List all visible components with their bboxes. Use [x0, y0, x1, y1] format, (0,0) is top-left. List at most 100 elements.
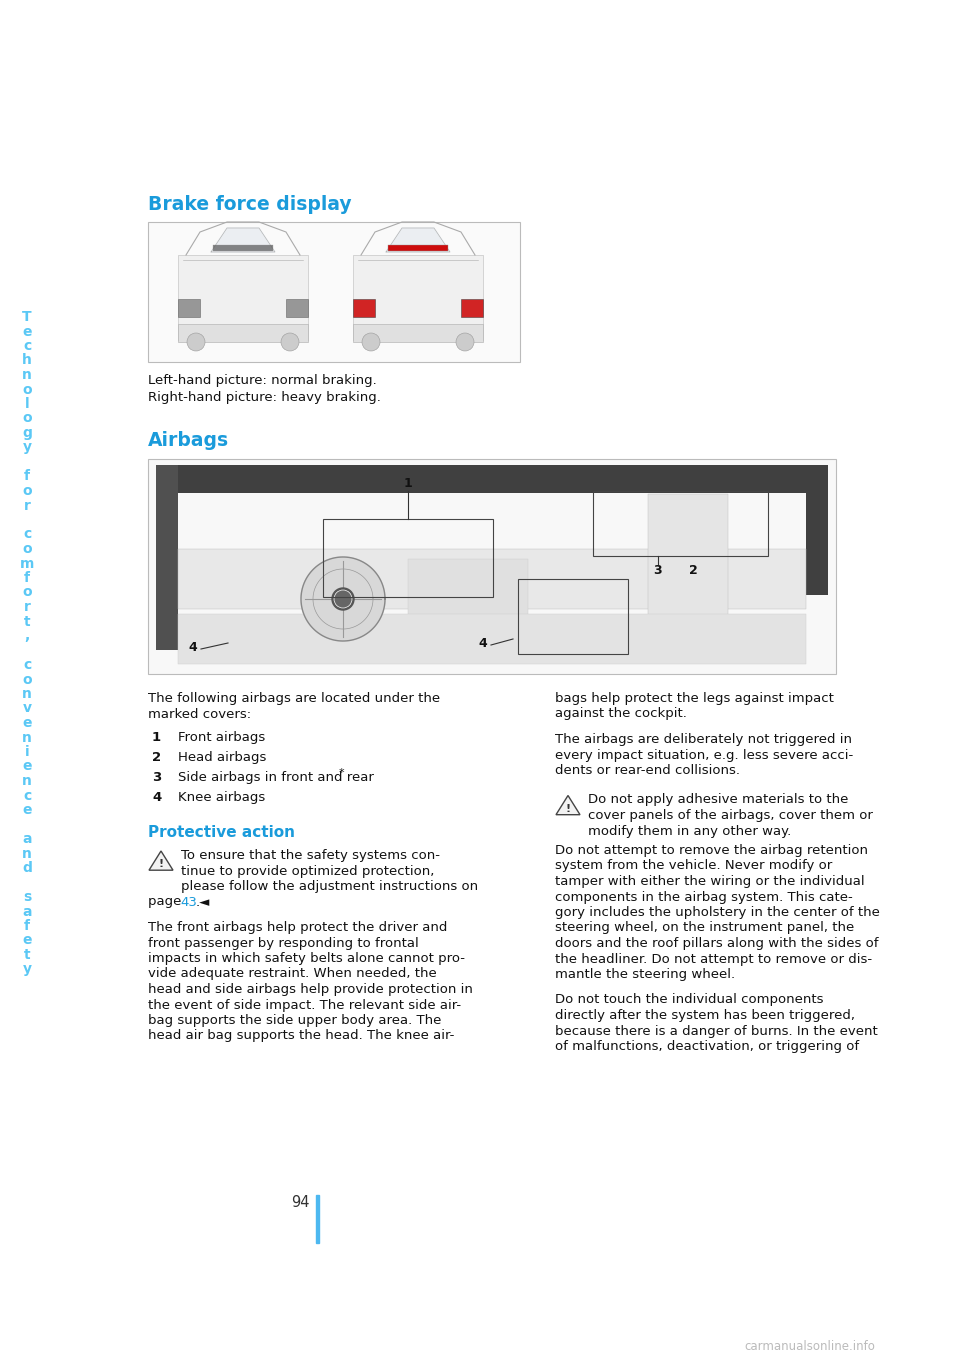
Bar — [213, 244, 273, 251]
Text: g: g — [22, 426, 32, 440]
Circle shape — [362, 333, 380, 350]
Text: Do not apply adhesive materials to the: Do not apply adhesive materials to the — [588, 793, 849, 807]
Text: The following airbags are located under the: The following airbags are located under … — [148, 693, 440, 705]
Text: a: a — [22, 904, 32, 918]
Text: system from the vehicle. Never modify or: system from the vehicle. Never modify or — [555, 860, 832, 872]
Text: Right-hand picture: heavy braking.: Right-hand picture: heavy braking. — [148, 391, 381, 403]
Circle shape — [281, 333, 299, 350]
Text: modify them in any other way.: modify them in any other way. — [588, 824, 791, 838]
Text: Do not touch the individual components: Do not touch the individual components — [555, 994, 824, 1006]
Text: head and side airbags help provide protection in: head and side airbags help provide prote… — [148, 983, 473, 995]
Text: n: n — [22, 846, 32, 861]
Text: Front airbags: Front airbags — [178, 731, 265, 744]
Bar — [353, 325, 483, 342]
Text: steering wheel, on the instrument panel, the: steering wheel, on the instrument panel,… — [555, 922, 854, 934]
Text: doors and the roof pillars along with the sides of: doors and the roof pillars along with th… — [555, 937, 878, 951]
Text: carmanualsonline.info: carmanualsonline.info — [745, 1340, 876, 1353]
Bar — [316, 1195, 319, 1243]
Text: r: r — [24, 498, 31, 512]
Text: The front airbags help protect the driver and: The front airbags help protect the drive… — [148, 921, 447, 934]
Text: 1: 1 — [403, 477, 413, 490]
Bar — [593, 492, 768, 555]
Text: m: m — [20, 557, 35, 570]
Bar — [323, 519, 493, 598]
Text: o: o — [22, 383, 32, 397]
Text: 94: 94 — [291, 1195, 309, 1210]
Text: To ensure that the safety systems con-: To ensure that the safety systems con- — [181, 849, 440, 862]
Text: c: c — [23, 527, 31, 542]
Text: c: c — [23, 659, 31, 672]
Text: c: c — [23, 340, 31, 353]
Polygon shape — [386, 228, 450, 253]
Bar — [148, 221, 520, 363]
Text: !: ! — [158, 860, 163, 869]
Text: against the cockpit.: against the cockpit. — [555, 708, 686, 721]
Circle shape — [456, 333, 474, 350]
Text: e: e — [22, 933, 32, 948]
Text: o: o — [22, 483, 32, 498]
Text: e: e — [22, 325, 32, 338]
Text: r: r — [24, 600, 31, 614]
Text: 2: 2 — [152, 751, 161, 765]
Text: 3: 3 — [152, 771, 161, 784]
Text: Brake force display: Brake force display — [148, 196, 351, 215]
Text: o: o — [22, 585, 32, 599]
Circle shape — [187, 333, 205, 350]
Text: directly after the system has been triggered,: directly after the system has been trigg… — [555, 1009, 855, 1023]
Text: mantle the steering wheel.: mantle the steering wheel. — [555, 968, 735, 980]
Bar — [518, 579, 628, 655]
Text: 3: 3 — [654, 564, 662, 577]
Text: f: f — [24, 570, 30, 585]
Text: front passenger by responding to frontal: front passenger by responding to frontal — [148, 937, 419, 949]
Text: c: c — [23, 789, 31, 803]
Text: Side airbags in front and rear: Side airbags in front and rear — [178, 771, 373, 784]
Polygon shape — [556, 796, 580, 815]
Polygon shape — [301, 557, 385, 641]
Text: please follow the adjustment instructions on: please follow the adjustment instruction… — [181, 880, 478, 894]
Circle shape — [334, 589, 352, 608]
Text: *: * — [339, 769, 344, 778]
Text: h: h — [22, 353, 32, 368]
Bar — [408, 559, 528, 659]
Text: e: e — [22, 716, 32, 731]
Text: bag supports the side upper body area. The: bag supports the side upper body area. T… — [148, 1014, 442, 1027]
Text: l: l — [25, 397, 30, 411]
Text: .◄: .◄ — [196, 895, 210, 909]
Text: o: o — [22, 411, 32, 425]
Bar — [353, 299, 375, 316]
Text: o: o — [22, 672, 32, 687]
Text: of malfunctions, deactivation, or triggering of: of malfunctions, deactivation, or trigge… — [555, 1040, 859, 1052]
Circle shape — [332, 588, 354, 610]
Text: Knee airbags: Knee airbags — [178, 790, 265, 804]
Polygon shape — [149, 851, 173, 870]
Bar — [388, 244, 448, 251]
Text: tamper with either the wiring or the individual: tamper with either the wiring or the ind… — [555, 875, 865, 888]
Text: n: n — [22, 368, 32, 382]
Text: 2: 2 — [688, 564, 697, 577]
Bar — [178, 299, 200, 316]
Text: a: a — [22, 832, 32, 846]
Text: o: o — [22, 542, 32, 555]
Text: marked covers:: marked covers: — [148, 708, 252, 721]
Text: s: s — [23, 889, 31, 904]
Bar — [156, 464, 828, 493]
Text: t: t — [24, 615, 31, 629]
Bar — [286, 299, 308, 316]
Text: n: n — [22, 731, 32, 744]
Bar — [461, 299, 483, 316]
Text: 1: 1 — [152, 731, 161, 744]
Text: gory includes the upholstery in the center of the: gory includes the upholstery in the cent… — [555, 906, 880, 919]
Bar — [178, 325, 308, 342]
Text: y: y — [22, 963, 32, 976]
Bar — [353, 255, 483, 340]
Bar — [806, 464, 828, 595]
Text: n: n — [22, 687, 32, 701]
Bar — [178, 614, 806, 664]
Bar — [648, 494, 728, 655]
Text: tinue to provide optimized protection,: tinue to provide optimized protection, — [181, 865, 434, 877]
Text: 4: 4 — [479, 637, 488, 650]
Polygon shape — [211, 228, 275, 253]
Text: head air bag supports the head. The knee air-: head air bag supports the head. The knee… — [148, 1029, 454, 1043]
Text: the headliner. Do not attempt to remove or dis-: the headliner. Do not attempt to remove … — [555, 952, 872, 966]
Text: v: v — [22, 702, 32, 716]
